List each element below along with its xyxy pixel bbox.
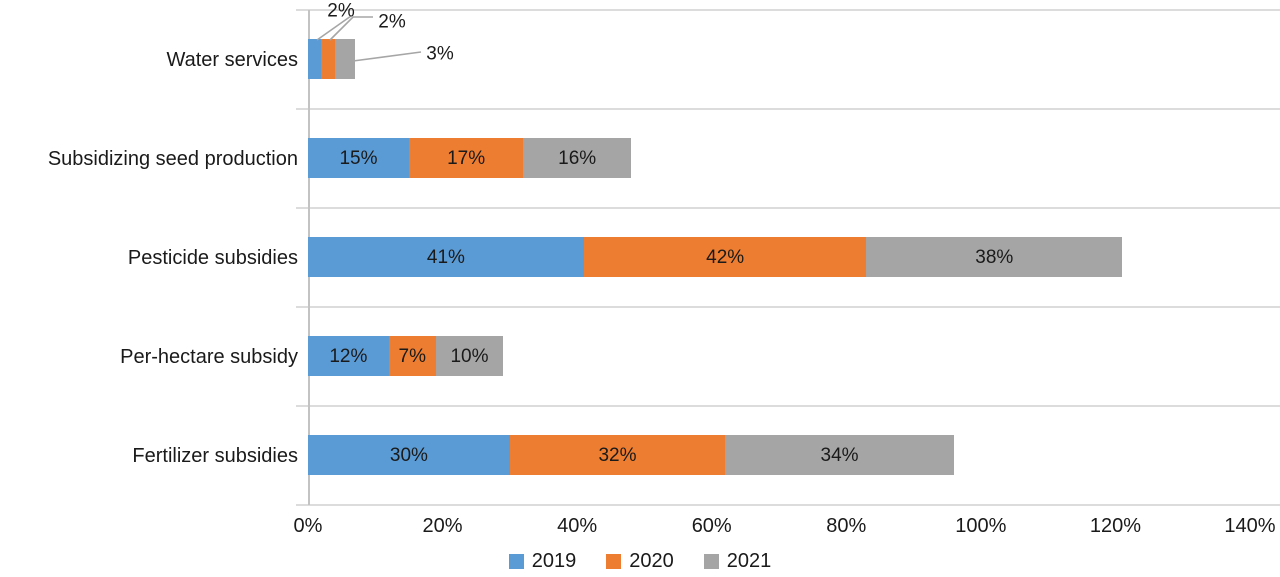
bar-segment-2021-water-services[interactable]	[334, 39, 356, 79]
legend-swatch-icon	[703, 553, 719, 569]
gridline	[296, 207, 1280, 209]
callout-label-2021: 3%	[426, 43, 454, 65]
bar-segment-2019-per-hectare-subsidy[interactable]: 12%	[308, 336, 389, 376]
callout-label-2019: 2%	[327, 0, 355, 22]
data-label: 38%	[975, 246, 1014, 268]
category-label-water-services: Water services	[166, 48, 298, 71]
x-tick-80: 80%	[826, 515, 867, 537]
bar-segment-2019-pesticide-subsidies[interactable]: 41%	[308, 237, 584, 277]
leader-line-2021	[352, 51, 422, 62]
category-label-subsidizing-seed-production: Subsidizing seed production	[47, 147, 298, 170]
bar-segment-2020-pesticide-subsidies[interactable]: 42%	[583, 237, 867, 277]
data-label: 12%	[329, 345, 368, 367]
legend-item-2019[interactable]: 2019	[508, 550, 577, 572]
category-label-fertilizer-subsidies: Fertilizer subsidies	[132, 444, 298, 467]
bar-segment-2021-subsidizing-seed-production[interactable]: 16%	[523, 138, 631, 178]
data-label: 17%	[447, 147, 486, 169]
bar-segment-2021-per-hectare-subsidy[interactable]: 10%	[435, 336, 504, 376]
x-tick-40: 40%	[557, 515, 598, 537]
legend-swatch-icon	[508, 553, 524, 569]
x-tick-120: 120%	[1089, 515, 1141, 537]
data-label: 10%	[450, 345, 489, 367]
data-label: 42%	[706, 246, 745, 268]
x-tick-20: 20%	[422, 515, 463, 537]
bar-segment-2019-water-services[interactable]	[308, 39, 322, 79]
data-label: 15%	[339, 147, 378, 169]
gridline	[296, 108, 1280, 110]
bar-segment-2020-per-hectare-subsidy[interactable]: 7%	[388, 336, 436, 376]
category-label-per-hectare-subsidy: Per-hectare subsidy	[120, 345, 298, 368]
bar-segment-2020-subsidizing-seed-production[interactable]: 17%	[408, 138, 524, 178]
data-label: 41%	[426, 246, 465, 268]
legend-item-2021[interactable]: 2021	[703, 550, 772, 572]
legend-item-2020[interactable]: 2020	[606, 551, 674, 571]
legend-label: 2019	[531, 550, 577, 572]
x-tick-100: 100%	[955, 515, 1007, 537]
gridline	[296, 504, 1280, 506]
bar-segment-2020-water-services[interactable]	[321, 39, 335, 79]
x-tick-140: 140%	[1224, 515, 1276, 537]
category-label-pesticide-subsidies: Pesticide subsidies	[127, 246, 298, 269]
legend-label: 2021	[726, 550, 772, 572]
legend-label: 2020	[629, 550, 674, 572]
x-tick-0: 0%	[293, 515, 323, 537]
legend-swatch-icon	[606, 553, 622, 569]
gridline	[296, 405, 1280, 407]
data-label: 32%	[598, 444, 637, 466]
data-label: 34%	[820, 444, 859, 466]
bar-segment-2019-subsidizing-seed-production[interactable]: 15%	[308, 138, 409, 178]
bar-segment-2021-fertilizer-subsidies[interactable]: 34%	[725, 435, 954, 475]
data-label: 7%	[398, 345, 427, 367]
gridline	[296, 306, 1280, 308]
x-tick-60: 60%	[691, 515, 732, 537]
gridline	[296, 9, 1280, 11]
bar-segment-2021-pesticide-subsidies[interactable]: 38%	[866, 237, 1123, 277]
legend: 2019 2020 2021	[0, 551, 1280, 571]
bar-segment-2019-fertilizer-subsidies[interactable]: 30%	[308, 435, 510, 475]
bar-segment-2020-fertilizer-subsidies[interactable]: 32%	[509, 435, 726, 475]
callout-label-2020: 2%	[378, 11, 406, 33]
data-label: 16%	[558, 147, 597, 169]
data-label: 30%	[389, 444, 428, 466]
